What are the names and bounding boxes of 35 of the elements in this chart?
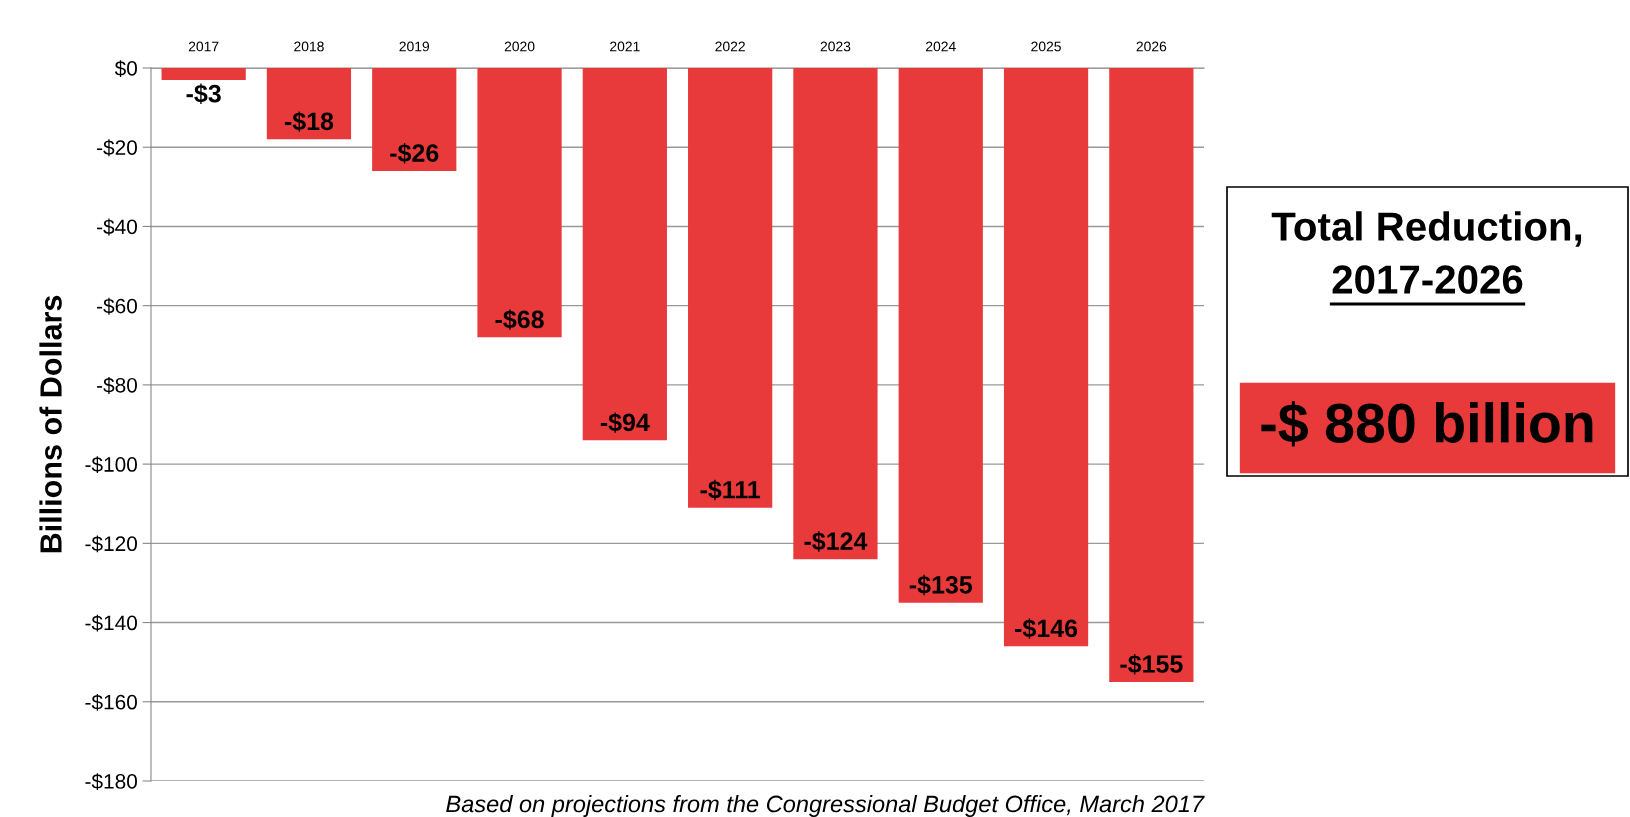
data-label: -$94 [600, 412, 650, 433]
y-tick-label: -$140 [85, 614, 137, 632]
y-tick-label: -$180 [85, 773, 137, 790]
data-label: -$111 [700, 479, 761, 501]
data-label: -$26 [390, 143, 439, 164]
y-tick-label: -$100 [85, 456, 137, 474]
text: Based on projections from the Congressional Budget Office, March 2017 [446, 794, 1205, 817]
y-tick-label: -$20 [97, 139, 137, 157]
x-tick-label: 2022 [715, 41, 745, 52]
y-tick-label: -$40 [97, 218, 137, 236]
text: -$ 880 billion [1261, 401, 1593, 447]
data-label: -$68 [495, 309, 544, 330]
data-label: -$146 [1015, 618, 1078, 639]
data-label: -$155 [1120, 654, 1183, 675]
x-tick-label: 2019 [399, 41, 430, 52]
x-tick-label: 2020 [504, 41, 535, 52]
y-axis-title: Billions of Dollars [39, 295, 62, 553]
x-tick-label: 2025 [1031, 41, 1061, 52]
y-tick-label: -$120 [85, 535, 137, 553]
data-label: -$124 [804, 531, 868, 552]
y-tick-label: $0 [114, 60, 137, 77]
text: Total Reduction, [1271, 211, 1582, 247]
x-tick-label: 2021 [610, 41, 640, 52]
x-tick-label: 2017 [188, 41, 219, 52]
x-tick-label: 2024 [926, 41, 956, 52]
x-tick-label: 2023 [820, 41, 851, 52]
x-tick-label: 2026 [1136, 41, 1167, 52]
y-tick-label: -$80 [97, 377, 137, 394]
data-label: -$135 [909, 574, 973, 596]
y-tick-label: -$160 [85, 693, 137, 711]
x-tick-label: 2018 [294, 41, 324, 52]
y-tick-label: -$60 [97, 297, 137, 315]
data-label: -$18 [284, 111, 334, 132]
data-label: -$3 [186, 83, 221, 105]
text: 2017-2026 [1332, 265, 1523, 294]
